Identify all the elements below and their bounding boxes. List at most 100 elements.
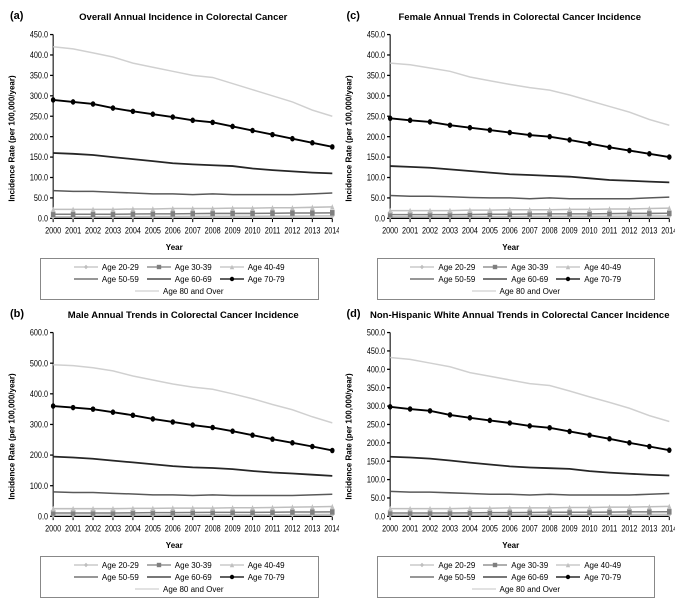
x-axis-label: Year [10,541,339,550]
svg-text:400.0: 400.0 [30,389,49,399]
svg-text:450.0: 450.0 [366,346,385,356]
svg-text:2003: 2003 [105,226,122,236]
chart-area: Incidence Rate (per 100,000/year)0.0100.… [18,325,339,539]
svg-text:2004: 2004 [461,226,478,236]
legend-item-age30: Age 30-39 [483,262,548,272]
legend-item-age30: Age 30-39 [147,262,212,272]
svg-text:2000: 2000 [45,524,62,534]
y-axis-label: Incidence Rate (per 100,000/year) [8,373,17,499]
svg-text:2000: 2000 [382,524,399,534]
legend-item-age20: Age 20-29 [410,262,475,272]
panel-b: (b)Male Annual Trends in Colorectal Canc… [10,308,339,598]
svg-text:50.0: 50.0 [370,193,385,203]
legend-label: Age 20-29 [438,263,475,272]
svg-text:2006: 2006 [501,524,518,534]
chart-area: Incidence Rate (per 100,000/year)0.050.0… [18,27,339,241]
svg-text:2005: 2005 [145,524,162,534]
svg-text:2012: 2012 [621,226,638,236]
legend-item-age20: Age 20-29 [410,560,475,570]
svg-text:2011: 2011 [265,226,281,236]
series-age50 [390,195,669,198]
svg-text:2002: 2002 [85,524,102,534]
svg-text:250.0: 250.0 [366,112,385,122]
series-age80 [53,365,332,423]
svg-text:2013: 2013 [641,226,658,236]
svg-text:2001: 2001 [402,524,419,534]
svg-text:150.0: 150.0 [366,457,385,467]
svg-text:2007: 2007 [521,226,538,236]
svg-text:2011: 2011 [265,524,281,534]
legend-label: Age 20-29 [438,561,475,570]
legend: Age 20-29Age 30-39Age 40-49Age 50-59Age … [40,258,319,300]
svg-text:100.0: 100.0 [30,173,49,183]
svg-text:200.0: 200.0 [30,451,49,461]
svg-text:2008: 2008 [205,226,222,236]
legend-item-age60: Age 60-69 [483,274,548,284]
panel-label: (b) [10,308,24,320]
chart-svg: 0.0100.0200.0300.0400.0500.0600.02000200… [18,325,339,539]
legend-item-age60: Age 60-69 [483,572,548,582]
chart-area: Incidence Rate (per 100,000/year)0.050.0… [355,27,676,241]
svg-text:250.0: 250.0 [366,420,385,430]
svg-text:2011: 2011 [601,226,617,236]
legend-item-age50: Age 50-59 [74,572,139,582]
svg-text:2006: 2006 [165,524,182,534]
legend-item-age80: Age 80 and Over [472,584,560,594]
svg-text:2004: 2004 [125,226,142,236]
svg-text:350.0: 350.0 [30,71,49,81]
chart-area: Incidence Rate (per 100,000/year)0.050.0… [355,325,676,539]
legend-label: Age 50-59 [102,275,139,284]
legend-item-age60: Age 60-69 [147,572,212,582]
svg-text:2003: 2003 [441,524,458,534]
panel-label: (a) [10,10,23,22]
legend-item-age80: Age 80 and Over [135,584,223,594]
svg-text:2010: 2010 [581,226,598,236]
svg-text:100.0: 100.0 [366,475,385,485]
legend-label: Age 80 and Over [163,585,223,594]
legend-label: Age 30-39 [511,561,548,570]
panel-a: (a)Overall Annual Incidence in Colorecta… [10,10,339,300]
legend-item-age80: Age 80 and Over [135,286,223,296]
svg-text:300.0: 300.0 [366,402,385,412]
svg-text:2013: 2013 [304,524,321,534]
legend-label: Age 50-59 [438,275,475,284]
svg-text:2010: 2010 [245,226,262,236]
svg-text:2012: 2012 [621,524,638,534]
legend: Age 20-29 Age 30-39 Age 40-49 Age 50-59 Age … [377,556,656,598]
series-age60 [390,166,669,182]
legend-item-age60: Age 60-69 [147,274,212,284]
legend-label: Age 70-79 [248,573,285,582]
svg-text:0.0: 0.0 [38,512,49,522]
x-axis-label: Year [347,541,676,550]
svg-text:2008: 2008 [541,524,558,534]
legend-label: Age 70-79 [248,275,285,284]
svg-text:2012: 2012 [284,226,301,236]
series-age60 [53,153,332,173]
svg-text:2001: 2001 [65,524,82,534]
svg-text:250.0: 250.0 [30,112,49,122]
svg-text:150.0: 150.0 [366,153,385,163]
legend-item-age20: Age 20-29 [74,262,139,272]
x-axis-label: Year [347,243,676,252]
chart-grid: (a)Overall Annual Incidence in Colorecta… [10,10,675,598]
legend-item-age70: Age 70-79 [556,274,621,284]
legend-label: Age 30-39 [175,263,212,272]
series-age80 [390,63,669,125]
panel-c: (c)Female Annual Trends in Colorectal Ca… [347,10,676,300]
legend-item-age40: Age 40-49 [556,560,621,570]
svg-text:2007: 2007 [521,524,538,534]
legend-item-age30: Age 30-39 [147,560,212,570]
series-age50 [53,492,332,496]
svg-text:2009: 2009 [225,524,242,534]
svg-text:100.0: 100.0 [366,173,385,183]
svg-text:400.0: 400.0 [366,365,385,375]
svg-text:2013: 2013 [304,226,321,236]
series-age80 [53,47,332,116]
legend-label: Age 60-69 [175,573,212,582]
svg-text:2002: 2002 [85,226,102,236]
svg-text:2014: 2014 [661,524,675,534]
legend-label: Age 80 and Over [500,585,560,594]
legend-item-age40: Age 40-49 [556,262,621,272]
legend-label: Age 50-59 [438,573,475,582]
series-age50 [53,191,332,195]
